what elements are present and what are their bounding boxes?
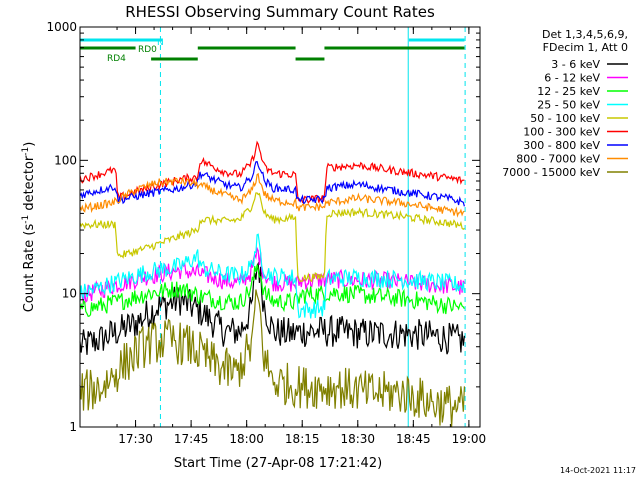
y-tick-label-3: 1000 bbox=[46, 20, 77, 34]
series-line-3 bbox=[79, 233, 465, 319]
flag-label-n: N bbox=[157, 38, 164, 48]
legend: Det 1,3,4,5,6,9, FDecim 1, Att 0 3 - 6 k… bbox=[502, 28, 628, 179]
legend-header-line-2: FDecim 1, Att 0 bbox=[543, 41, 628, 54]
legend-label-2: 12 - 25 keV bbox=[537, 85, 600, 98]
x-tick-label-5: 18:45 bbox=[396, 432, 431, 446]
series-line-2 bbox=[79, 264, 465, 317]
legend-label-7: 800 - 7000 keV bbox=[516, 153, 600, 166]
x-tick-label-3: 18:15 bbox=[285, 432, 320, 446]
x-axis-label: Start Time (27-Apr-08 17:21:42) bbox=[174, 456, 382, 471]
y-tick-label-2: 100 bbox=[54, 153, 77, 167]
timestamp: 14-Oct-2021 11:17 bbox=[560, 466, 636, 475]
legend-label-4: 50 - 100 keV bbox=[530, 112, 600, 125]
y-axis-label: Count Rate (s-1 detector-1) bbox=[21, 142, 37, 313]
series-line-6 bbox=[79, 160, 465, 207]
legend-label-3: 25 - 50 keV bbox=[537, 99, 600, 112]
series-lines bbox=[79, 140, 465, 428]
legend-label-0: 3 - 6 keV bbox=[551, 58, 600, 71]
series-line-7 bbox=[79, 172, 465, 218]
x-tick-label-4: 18:30 bbox=[340, 432, 375, 446]
x-tick-label-1: 17:45 bbox=[174, 432, 209, 446]
legend-label-6: 300 - 800 keV bbox=[523, 139, 600, 152]
flag-label-rd4: RD4 bbox=[107, 54, 126, 64]
chart-title: RHESSI Observing Summary Count Rates bbox=[125, 3, 435, 21]
flag-label-rd0: RD0 bbox=[138, 45, 157, 55]
y-tick-label-1: 10 bbox=[62, 287, 77, 301]
x-tick-label-0: 17:30 bbox=[118, 432, 153, 446]
legend-header-line-1: Det 1,3,4,5,6,9, bbox=[542, 28, 628, 41]
legend-label-8: 7000 - 15000 keV bbox=[502, 166, 600, 179]
plot-frame bbox=[79, 26, 481, 428]
series-line-8 bbox=[79, 289, 465, 428]
axis-ticks: 17:30 17:45 18:00 18:15 18:30 18:45 19:00 1 10 10… bbox=[46, 20, 486, 446]
y-tick-label-0: 1 bbox=[69, 420, 77, 434]
x-tick-label-6: 19:00 bbox=[452, 432, 487, 446]
legend-label-5: 100 - 300 keV bbox=[523, 126, 600, 139]
legend-label-1: 6 - 12 keV bbox=[544, 72, 600, 85]
series-line-4 bbox=[79, 192, 465, 283]
x-tick-label-2: 18:00 bbox=[229, 432, 264, 446]
series-line-0 bbox=[79, 261, 465, 355]
